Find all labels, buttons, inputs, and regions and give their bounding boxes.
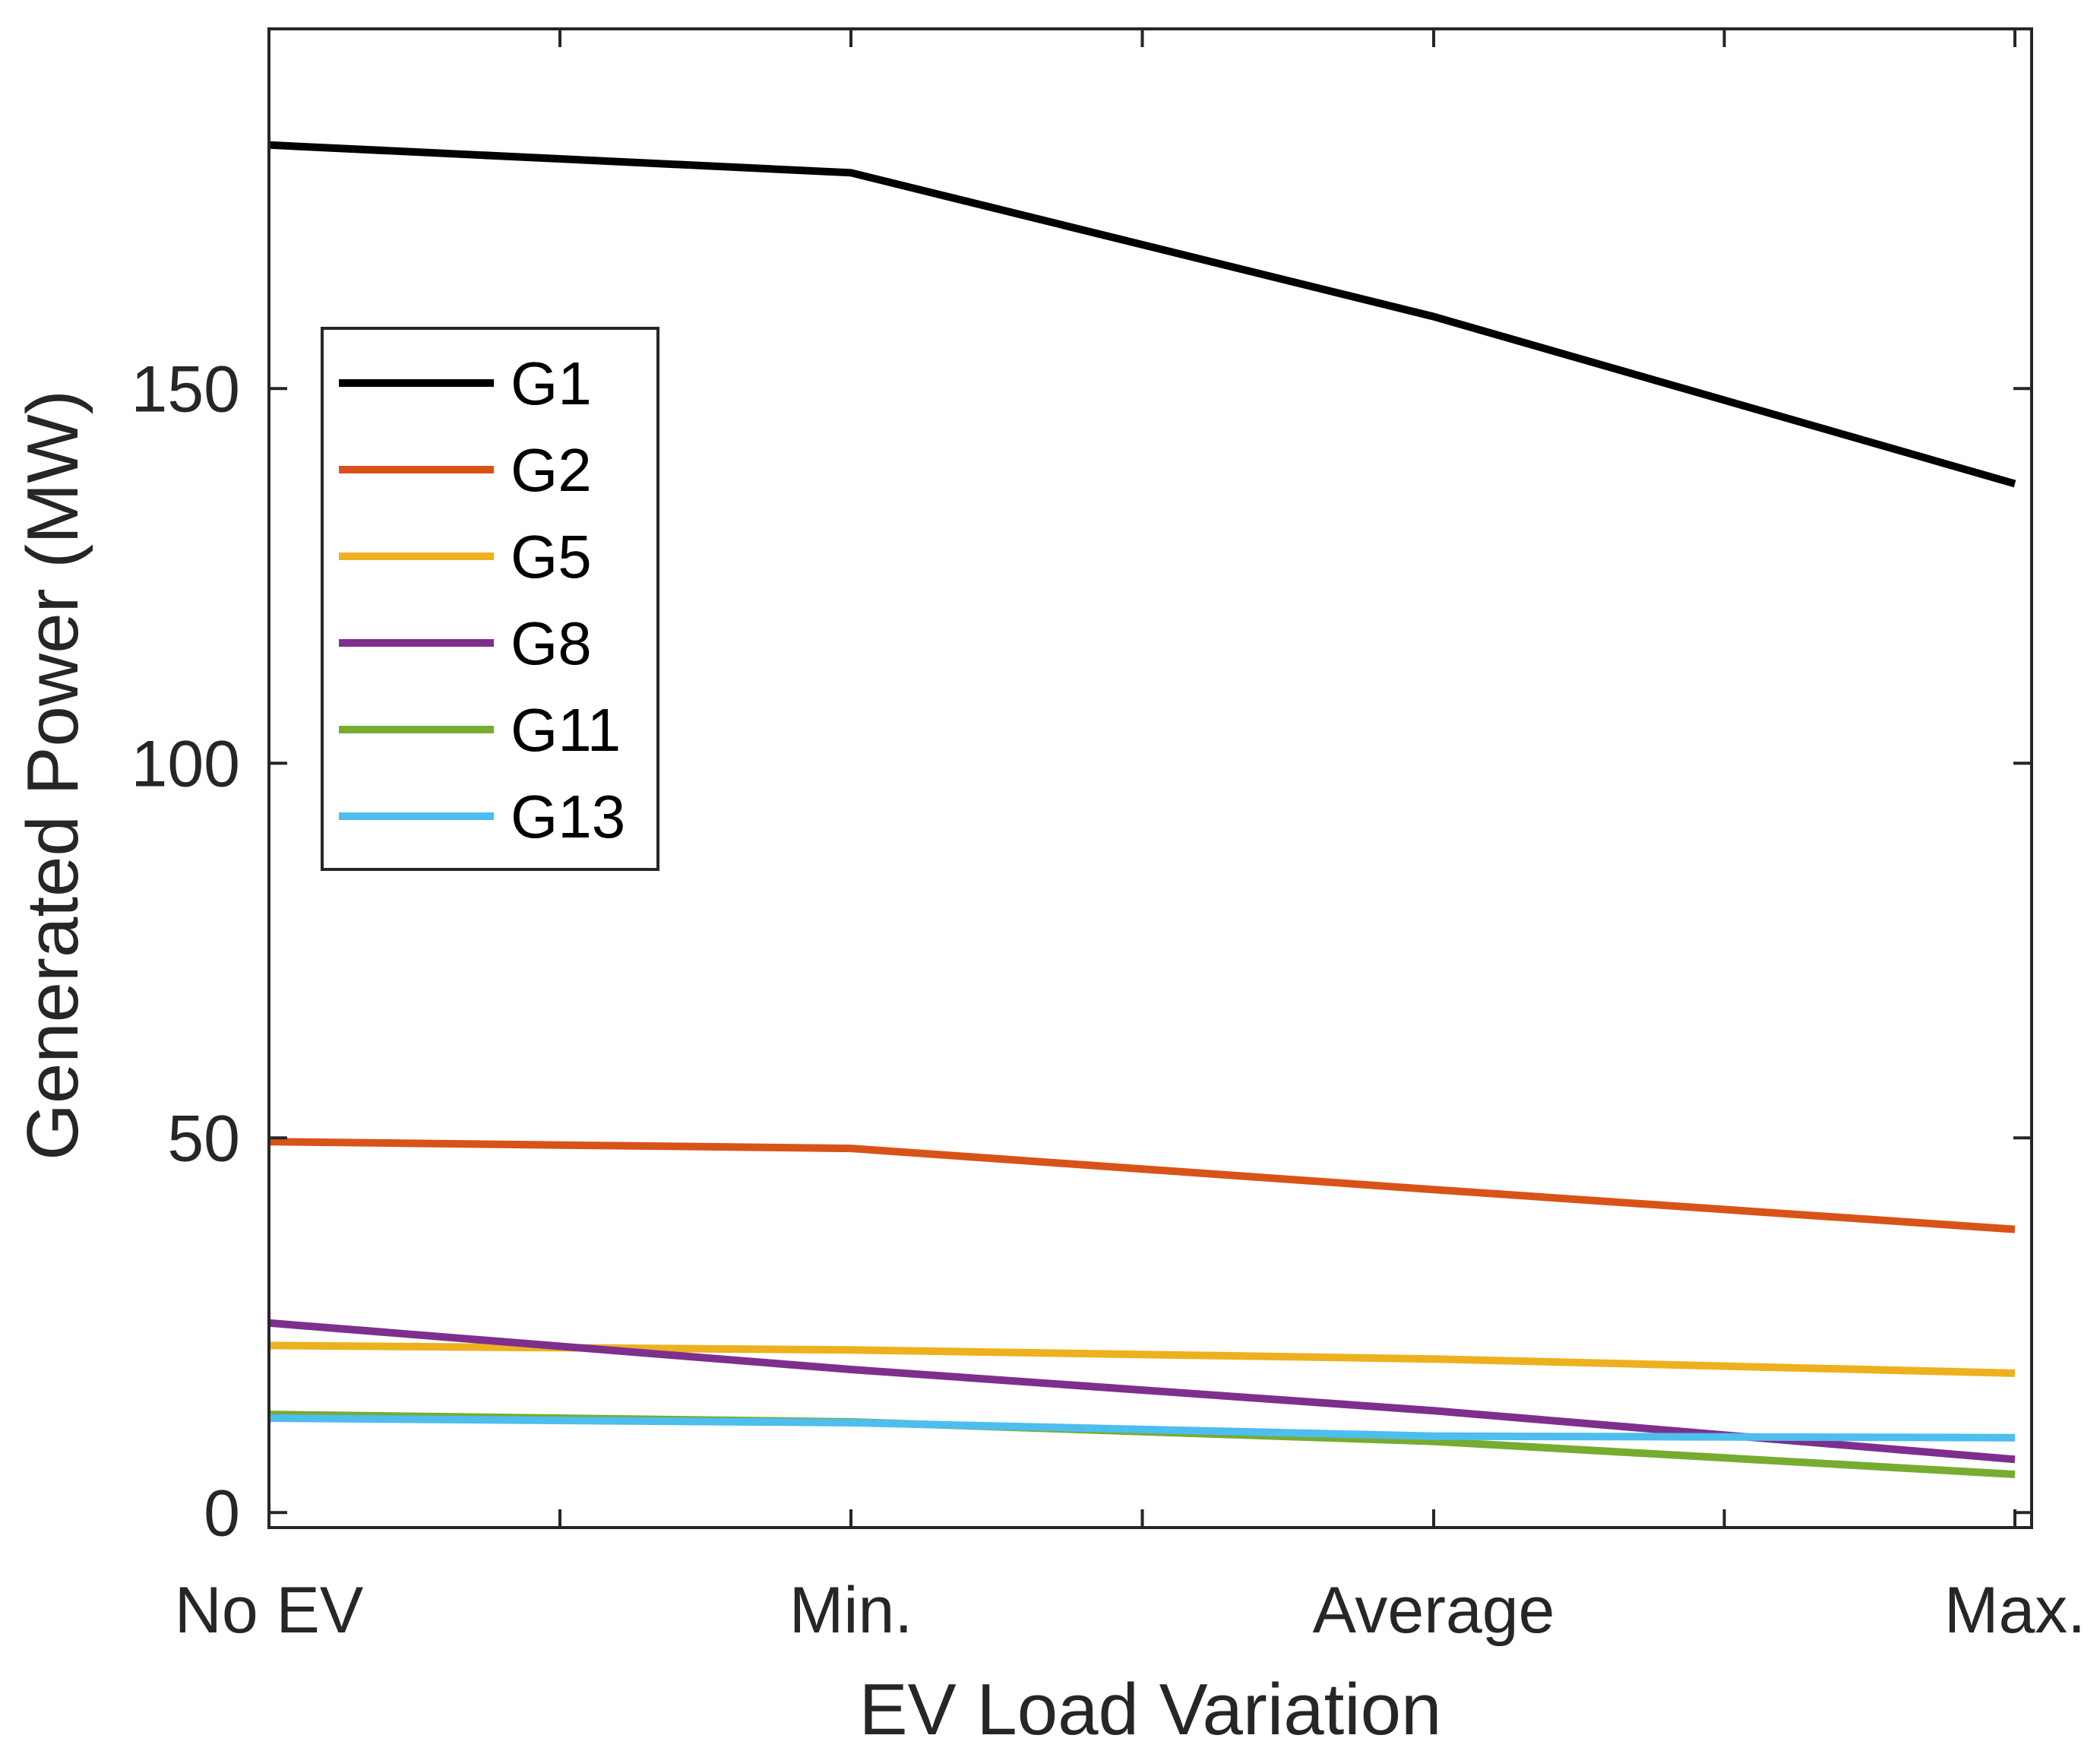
y-axis-label: Generated Power (MW) bbox=[12, 390, 93, 1160]
series-line-g13 bbox=[268, 1414, 2016, 1442]
y-tick-label: 100 bbox=[131, 727, 241, 800]
legend-label-g5: G5 bbox=[511, 523, 592, 591]
x-tick-label: No EV bbox=[175, 1574, 364, 1647]
legend: G1 G2 G5 G8 G11 G13 bbox=[321, 327, 659, 871]
series-line-g2 bbox=[268, 1138, 2016, 1233]
x-tick-label: Min. bbox=[789, 1574, 912, 1647]
legend-label-g13: G13 bbox=[511, 783, 625, 850]
legend-label-g8: G8 bbox=[511, 610, 592, 677]
axes-layer: 0 50 100 150 No EV Min. Average Max. bbox=[131, 27, 2086, 1647]
legend-label-g2: G2 bbox=[511, 436, 592, 504]
x-tick-label: Average bbox=[1313, 1574, 1555, 1647]
y-tick-label: 0 bbox=[204, 1477, 240, 1550]
plot-frame bbox=[267, 27, 2033, 1529]
legend-box bbox=[321, 327, 659, 871]
legend-label-g11: G11 bbox=[511, 696, 621, 764]
legend-label-g1: G1 bbox=[511, 350, 592, 417]
x-tick-label: Max. bbox=[1944, 1574, 2086, 1647]
y-tick-label: 150 bbox=[131, 353, 241, 426]
y-tick-label: 50 bbox=[167, 1102, 240, 1175]
series-layer bbox=[268, 141, 2016, 1478]
series-line-g1 bbox=[268, 141, 2016, 488]
x-axis-label: EV Load Variation bbox=[859, 1669, 1442, 1750]
